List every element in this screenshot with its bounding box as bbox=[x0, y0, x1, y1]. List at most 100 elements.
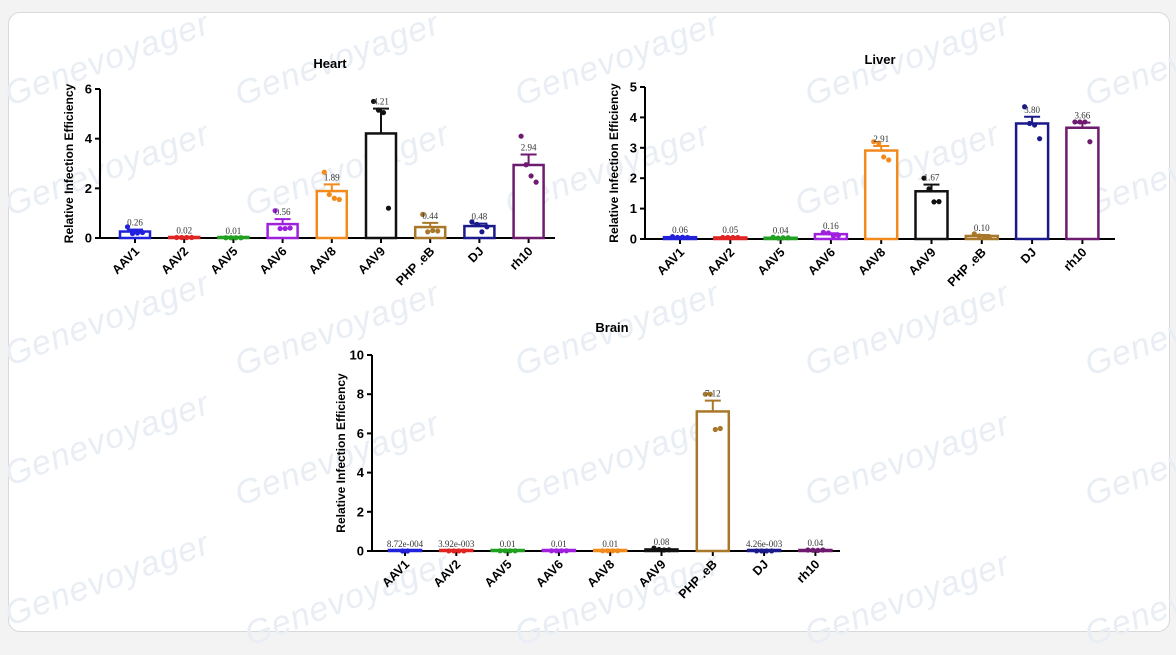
data-point bbox=[725, 234, 731, 241]
x-tick-label: DJ bbox=[750, 557, 771, 578]
x-tick-label: AAV2 bbox=[158, 244, 191, 277]
data-point bbox=[1022, 104, 1028, 110]
data-label: 1.89 bbox=[324, 172, 340, 182]
data-point bbox=[184, 234, 190, 241]
y-tick-label: 5 bbox=[630, 80, 637, 95]
x-tick-label: DJ bbox=[465, 244, 486, 265]
data-label: 0.44 bbox=[422, 211, 438, 221]
y-tick-label: 0 bbox=[85, 231, 92, 246]
x-tick-label: AAV8 bbox=[584, 557, 617, 590]
data-point bbox=[815, 547, 821, 554]
data-point bbox=[553, 548, 560, 554]
data-point bbox=[179, 234, 185, 241]
data-point bbox=[282, 225, 288, 232]
x-tick-label: AAV2 bbox=[431, 557, 464, 590]
data-point bbox=[674, 234, 681, 241]
data-point bbox=[921, 175, 927, 181]
data-point bbox=[430, 227, 436, 234]
data-point bbox=[1082, 119, 1088, 125]
chart-title: Liver bbox=[864, 52, 895, 67]
data-point bbox=[321, 169, 327, 175]
data-point bbox=[931, 199, 937, 205]
data-point bbox=[656, 546, 662, 553]
data-point bbox=[780, 235, 786, 241]
x-tick-label: AAV5 bbox=[482, 557, 515, 590]
data-point bbox=[610, 548, 616, 554]
data-point bbox=[712, 426, 718, 433]
y-tick-label: 6 bbox=[85, 82, 92, 97]
data-label: 1.67 bbox=[924, 173, 940, 183]
data-label: 2.94 bbox=[521, 143, 537, 153]
x-tick-label: PHP .eB bbox=[676, 557, 720, 601]
y-tick-label: 2 bbox=[357, 504, 364, 519]
data-label: 0.02 bbox=[176, 226, 192, 236]
data-label: 0.08 bbox=[654, 537, 670, 547]
chart-title: Heart bbox=[313, 56, 347, 71]
data-label: 0.01 bbox=[226, 226, 242, 236]
data-point bbox=[375, 107, 382, 113]
data-label: 0.26 bbox=[127, 218, 143, 228]
data-point bbox=[1077, 119, 1083, 125]
x-tick-label: PHP .eB bbox=[945, 245, 989, 289]
data-label: 0.01 bbox=[602, 539, 618, 549]
data-point bbox=[277, 225, 283, 232]
data-point bbox=[380, 109, 387, 116]
data-point bbox=[775, 235, 781, 241]
bar bbox=[1014, 122, 1050, 241]
x-tick-label: AAV9 bbox=[355, 244, 388, 277]
data-point bbox=[1027, 120, 1033, 127]
data-point bbox=[684, 234, 691, 241]
data-point bbox=[548, 548, 555, 554]
data-label: 7.12 bbox=[705, 389, 721, 399]
data-label: 3.66 bbox=[1075, 111, 1091, 121]
data-label: 8.72e-004 bbox=[387, 539, 424, 549]
data-point bbox=[1072, 119, 1078, 125]
data-point bbox=[730, 234, 736, 241]
data-point bbox=[420, 211, 426, 218]
y-axis-label: Relative Infection Efficiency bbox=[62, 83, 76, 243]
data-label: 0.04 bbox=[773, 225, 789, 235]
data-point bbox=[707, 391, 713, 397]
data-point bbox=[976, 233, 982, 239]
y-tick-label: 8 bbox=[357, 387, 364, 402]
figure-svg: Heart Relative Infection Efficiency 0 2 4 6 AA… bbox=[62, 52, 1115, 601]
data-point bbox=[615, 548, 621, 554]
data-point bbox=[174, 234, 180, 241]
x-tick-label: AAV2 bbox=[705, 245, 738, 278]
data-point bbox=[754, 548, 760, 554]
data-point bbox=[830, 233, 837, 239]
data-point bbox=[820, 547, 826, 553]
bar bbox=[266, 222, 299, 240]
y-tick-label: 3 bbox=[630, 140, 637, 155]
data-point bbox=[435, 228, 441, 234]
data-point bbox=[451, 548, 457, 554]
x-tick-label: rh10 bbox=[794, 557, 823, 586]
data-point bbox=[669, 233, 676, 240]
bar bbox=[695, 410, 731, 553]
data-point bbox=[425, 229, 431, 235]
bar bbox=[863, 149, 899, 241]
data-point bbox=[835, 232, 842, 238]
data-label: 3.92e-003 bbox=[438, 539, 475, 549]
x-tick-label: AAV1 bbox=[654, 245, 687, 278]
data-point bbox=[134, 230, 141, 236]
data-point bbox=[871, 139, 877, 145]
data-point bbox=[336, 196, 342, 203]
y-tick-label: 1 bbox=[630, 201, 637, 216]
chart-title: Brain bbox=[595, 320, 628, 335]
data-point bbox=[326, 191, 332, 198]
data-point bbox=[770, 234, 776, 240]
data-point bbox=[518, 133, 524, 139]
data-point bbox=[399, 548, 406, 554]
data-label: 0.48 bbox=[472, 212, 488, 222]
data-point bbox=[764, 548, 770, 554]
data-point bbox=[666, 547, 672, 553]
data-point bbox=[810, 547, 816, 553]
data-point bbox=[233, 235, 239, 241]
y-tick-label: 2 bbox=[630, 171, 637, 186]
data-label: 0.16 bbox=[823, 221, 839, 231]
x-tick-label: AAV9 bbox=[636, 557, 669, 590]
data-point bbox=[533, 179, 539, 185]
data-point bbox=[558, 548, 565, 554]
x-tick-label: AAV6 bbox=[257, 244, 290, 277]
